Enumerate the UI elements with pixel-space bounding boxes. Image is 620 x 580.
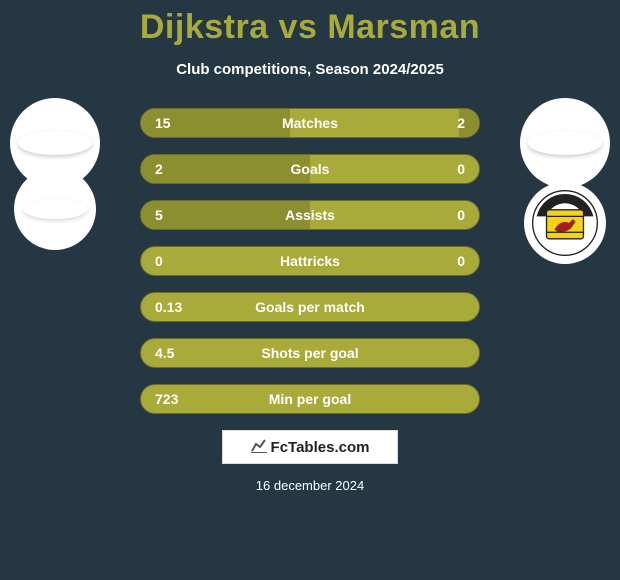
player-right-avatar — [520, 98, 610, 188]
stat-right-value: 0 — [457, 161, 465, 177]
club-logo-icon — [532, 190, 598, 256]
chart-icon — [251, 439, 267, 456]
stat-label: Min per goal — [141, 391, 479, 407]
stat-row: 2Goals0 — [140, 154, 480, 184]
stat-row: 723Min per goal — [140, 384, 480, 414]
stat-row: 4.5Shots per goal — [140, 338, 480, 368]
badge-placeholder-icon — [23, 199, 87, 219]
content-area: 15Matches22Goals05Assists00Hattricks00.1… — [0, 108, 620, 414]
brand-footer[interactable]: FcTables.com — [222, 430, 398, 464]
stat-label: Assists — [141, 207, 479, 223]
club-badge-left — [14, 168, 96, 250]
stat-label: Matches — [141, 115, 479, 131]
stat-right-value: 0 — [457, 207, 465, 223]
page-title: Dijkstra vs Marsman — [0, 0, 620, 47]
stat-label: Hattricks — [141, 253, 479, 269]
stat-row: 0Hattricks0 — [140, 246, 480, 276]
stat-right-value: 2 — [457, 115, 465, 131]
stat-row: 5Assists0 — [140, 200, 480, 230]
stat-row: 0.13Goals per match — [140, 292, 480, 322]
brand-label: FcTables.com — [271, 439, 370, 456]
avatar-placeholder-icon — [18, 131, 92, 155]
page-subtitle: Club competitions, Season 2024/2025 — [0, 61, 620, 78]
stat-label: Shots per goal — [141, 345, 479, 361]
stat-label: Goals per match — [141, 299, 479, 315]
footer-date: 16 december 2024 — [0, 478, 620, 493]
stat-label: Goals — [141, 161, 479, 177]
stat-right-value: 0 — [457, 253, 465, 269]
club-badge-right — [524, 182, 606, 264]
avatar-placeholder-icon — [528, 131, 602, 155]
stat-row: 15Matches2 — [140, 108, 480, 138]
stats-list: 15Matches22Goals05Assists00Hattricks00.1… — [140, 108, 480, 414]
